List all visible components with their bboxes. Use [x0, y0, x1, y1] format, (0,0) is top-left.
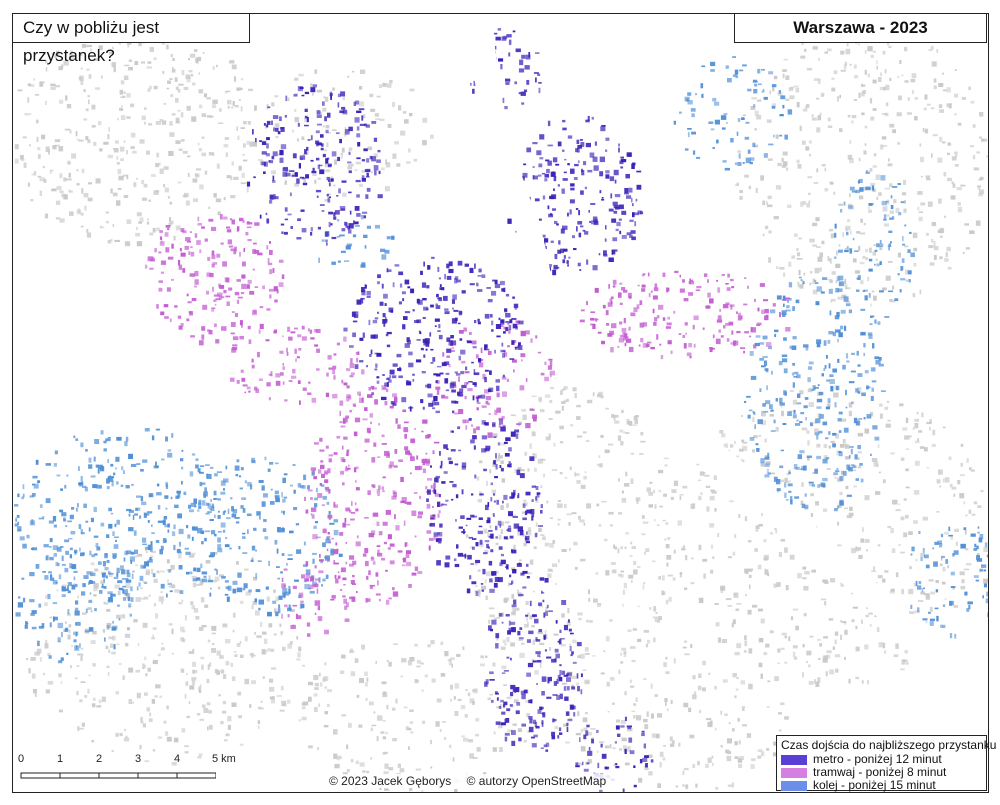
author-credit: © 2023 Jacek Gęborys: [329, 774, 452, 788]
scale-bar: 0 1 2 3 4 5 km: [16, 753, 246, 787]
credits: © 2023 Jacek Gęborys © autorzy OpenStree…: [329, 774, 619, 788]
scale-label-0: 0: [18, 753, 25, 765]
scale-label-1: 1: [57, 753, 64, 765]
scale-bar-graphic: [20, 772, 216, 779]
map-frame: [12, 13, 989, 793]
legend-label-tram: tramwaj - poniżej 8 minut: [813, 765, 947, 779]
building-layer: [14, 26, 988, 792]
scale-label-4: 4: [174, 753, 181, 765]
scale-label-2: 2: [96, 753, 103, 765]
legend-swatch-rail: [781, 780, 807, 791]
map-title: Czy w pobliżu jest przystanek?: [12, 13, 250, 65]
legend-label-rail: kolej - poniżej 15 minut: [813, 778, 936, 792]
city-label: Warszawa - 2023: [734, 13, 987, 43]
legend-item-rail: kolej - poniżej 15 minut: [781, 779, 982, 792]
scale-label-3: 3: [135, 753, 142, 765]
osm-credit: © autorzy OpenStreetMap: [466, 774, 607, 788]
legend-item-tram: tramwaj - poniżej 8 minut: [781, 766, 982, 779]
legend-item-metro: metro - poniżej 12 minut: [781, 753, 982, 766]
scale-labels: 0 1 2 3 4 5 km: [16, 753, 246, 767]
scale-label-5: 5 km: [212, 753, 236, 765]
river: [469, 14, 988, 726]
map-canvas[interactable]: [13, 14, 988, 792]
legend-label-metro: metro - poniżej 12 minut: [813, 752, 942, 766]
legend-title: Czas dojścia do najbliższego przystanku: [781, 738, 997, 752]
legend-swatch-tram: [781, 767, 807, 778]
legend-swatch-metro: [781, 754, 807, 765]
legend: Czas dojścia do najbliższego przystanku …: [776, 735, 997, 792]
